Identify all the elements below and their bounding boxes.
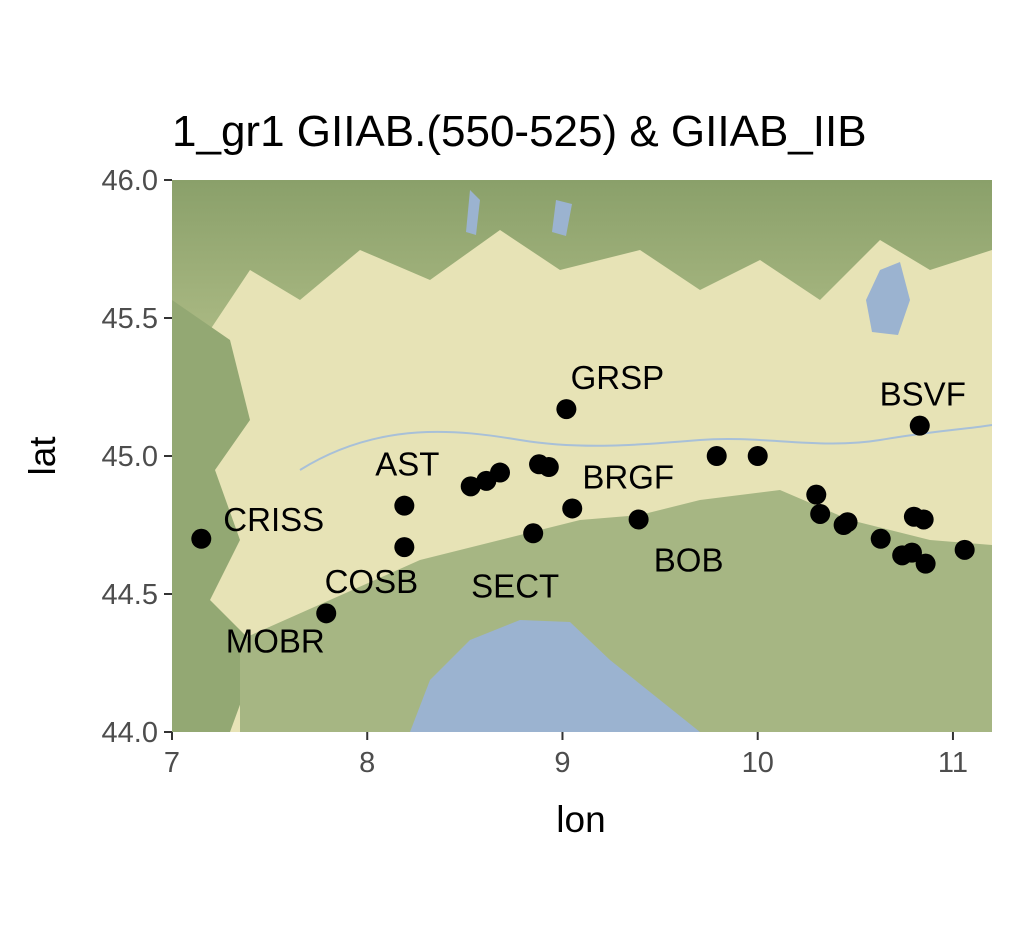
apennines-relief [240,490,992,732]
station-label: COSB [325,563,419,600]
station-point [954,539,975,560]
station-point [562,498,583,519]
x-axis-title: lon [556,799,605,840]
station-point [915,553,936,574]
x-tick-label: 10 [742,747,774,779]
y-axis: 44.0 44.5 45.0 45.5 46.0 [102,165,172,749]
station-label: GRSP [571,359,665,396]
y-tick-label: 46.0 [102,165,158,197]
station-label: CRISS [223,501,324,538]
y-tick-label: 45.5 [102,303,158,335]
station-point [837,512,858,533]
station-label: BOB [654,541,724,578]
x-tick-label: 9 [554,747,570,779]
station-point [810,503,831,524]
terrain-basemap [172,180,992,732]
station-point [394,495,415,516]
lake-como [552,200,572,236]
station-point [191,528,212,549]
station-label: BSVF [880,376,966,413]
western-alps-relief [172,300,260,732]
station-point [870,528,891,549]
station-point [316,603,337,624]
station-point [806,484,827,505]
points-layer [191,399,975,624]
y-tick-label: 44.0 [102,717,158,749]
station-label: SECT [471,567,559,604]
po-river [299,424,992,471]
station-point [523,523,544,544]
alps-relief [172,180,992,330]
station-point [394,537,415,558]
station-point [538,457,559,478]
x-tick-label: 11 [938,747,968,779]
station-point [747,446,768,466]
station-label: AST [375,446,439,483]
x-axis: 7 8 9 10 11 [164,732,968,779]
station-point [490,462,510,483]
station-point [909,415,930,436]
x-tick-label: 8 [359,747,375,779]
station-point [628,509,649,530]
y-tick-label: 45.0 [102,441,158,473]
y-axis-title: lat [22,436,63,476]
lake-maggiore [466,190,480,235]
station-label: BRGF [582,458,674,495]
lake-garda [866,262,910,335]
ligurian-sea [410,620,700,732]
station-point [913,509,934,530]
station-point [901,542,922,563]
station-label: MOBR [226,622,325,659]
chart-title: 1_gr1 GIIAB.(550-525) & GIIAB_IIB [172,107,867,156]
station-point [460,476,481,497]
station-point [706,446,727,466]
y-tick-label: 44.5 [102,579,158,611]
station-point [556,399,577,420]
x-tick-label: 7 [164,747,180,779]
